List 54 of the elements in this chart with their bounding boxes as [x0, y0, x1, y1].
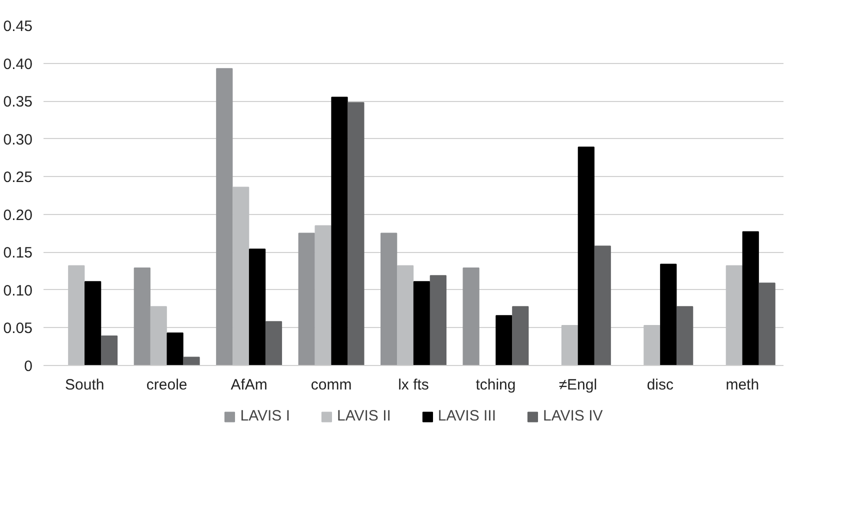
bar: [314, 225, 332, 366]
bar: [134, 268, 150, 366]
y-tick-label: 0.40: [3, 56, 33, 73]
legend-label: LAVIS I: [240, 408, 290, 424]
bar: [462, 268, 480, 366]
bar: [298, 232, 315, 366]
bar: [183, 356, 200, 366]
y-tick-label: 0.20: [3, 206, 33, 224]
bar: [758, 282, 776, 366]
x-tick-label: AfAm: [230, 376, 268, 394]
bar: [150, 306, 167, 366]
y-tick-label: 0.35: [3, 94, 33, 111]
y-tick-label: 0.30: [3, 131, 33, 148]
bar: [380, 232, 398, 366]
bar: [413, 281, 430, 366]
x-tick-label: creole: [146, 376, 188, 394]
x-tick-label: tching: [476, 376, 516, 394]
y-tick-label: 0.05: [3, 320, 33, 338]
y-tick-label: 0.25: [3, 169, 33, 186]
legend-label: LAVIS III: [438, 408, 496, 424]
bar: [216, 68, 233, 366]
x-tick-label: meth: [726, 376, 760, 394]
bar: [594, 246, 611, 366]
bar: [644, 324, 660, 366]
bar: [726, 265, 742, 366]
bar: [100, 336, 118, 366]
bar: [660, 264, 677, 366]
bar: [430, 275, 446, 366]
y-tick-label: 0.45: [3, 18, 33, 35]
bar: [166, 332, 184, 366]
x-tick-label: lx fts: [398, 376, 429, 394]
bar: [348, 102, 364, 366]
bar: [496, 315, 512, 366]
bar: [512, 306, 529, 366]
bar: [84, 281, 102, 366]
legend-label: LAVIS II: [336, 408, 391, 424]
x-tick-label: South: [65, 376, 104, 394]
y-tick-label: 0: [24, 358, 32, 375]
bar: [742, 231, 759, 366]
bar: [248, 248, 266, 366]
bar: [396, 265, 414, 366]
bar: [578, 146, 594, 366]
x-tick-label: disc: [646, 376, 674, 394]
bar: [331, 96, 348, 366]
bar: [265, 321, 282, 366]
x-tick-label: comm: [310, 376, 352, 394]
y-tick-label: 0.15: [3, 244, 33, 262]
bar: [232, 186, 250, 366]
bar: [676, 306, 694, 366]
x-tick-label: ≠Engl: [558, 376, 598, 394]
bar: [68, 265, 85, 366]
bar: [561, 324, 578, 366]
legend-label: LAVIS IV: [543, 408, 603, 424]
y-tick-label: 0.10: [3, 282, 33, 300]
